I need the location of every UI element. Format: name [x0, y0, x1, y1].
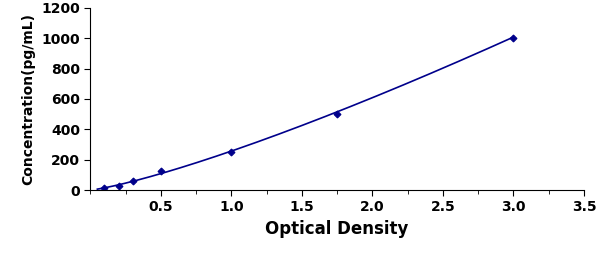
X-axis label: Optical Density: Optical Density	[265, 220, 409, 238]
Y-axis label: Concentration(pg/mL): Concentration(pg/mL)	[22, 13, 36, 185]
